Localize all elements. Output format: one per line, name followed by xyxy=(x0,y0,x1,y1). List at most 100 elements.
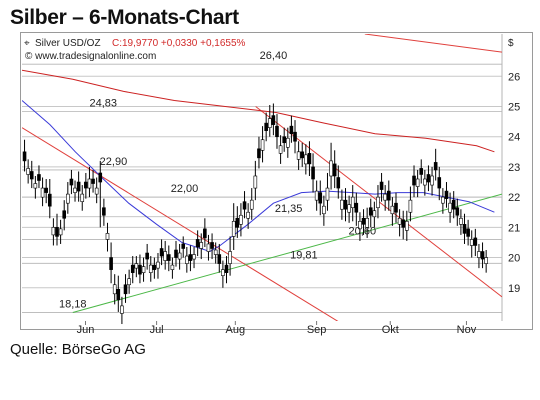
candle-body xyxy=(433,162,438,171)
candle-body xyxy=(480,251,485,260)
candle xyxy=(278,135,283,164)
candle-body xyxy=(318,192,323,204)
candle xyxy=(235,206,240,238)
candle-body xyxy=(289,125,294,134)
candle-body xyxy=(415,178,420,187)
candle-body xyxy=(350,196,355,209)
candle xyxy=(33,175,38,199)
quote-label: C:19,9770 +0,0330 +0,1655% xyxy=(112,38,246,49)
candle-body xyxy=(275,125,279,138)
candle-body xyxy=(199,242,204,249)
candle-body xyxy=(437,177,442,189)
candle-body xyxy=(47,193,52,207)
trendline-support xyxy=(72,193,502,314)
instrument-label: Silver USD/OZ xyxy=(35,38,101,49)
candle xyxy=(304,144,308,175)
candle xyxy=(448,192,452,223)
candle xyxy=(322,195,326,226)
candle-body xyxy=(477,251,481,258)
candle xyxy=(325,172,330,211)
candle-body xyxy=(224,264,229,273)
candle xyxy=(354,192,359,226)
candle xyxy=(394,192,398,223)
y-tick-label: 24 xyxy=(508,132,520,144)
candle xyxy=(195,230,200,257)
candle xyxy=(134,256,139,278)
candle-body xyxy=(130,264,135,273)
candle-body xyxy=(105,233,110,240)
candle-body xyxy=(26,168,30,175)
candle-body xyxy=(166,254,171,261)
website-label: © www.tradesignalonline.com xyxy=(25,51,156,62)
candle-body xyxy=(430,175,434,186)
candle-body xyxy=(62,210,67,219)
candle xyxy=(29,160,34,189)
candle-body xyxy=(156,261,160,269)
candle-body xyxy=(127,278,131,286)
level-label: 21,35 xyxy=(275,203,303,215)
candle-body xyxy=(159,248,164,257)
candle-body xyxy=(329,160,333,177)
candle-body xyxy=(340,199,344,210)
candle xyxy=(156,253,160,279)
candle xyxy=(62,200,67,231)
candle xyxy=(433,148,438,181)
candle xyxy=(350,185,355,222)
axis-layer: 19 20 21 22 23 24 25 26 Jun Jul Aug Sep Okt Nov xyxy=(77,71,521,336)
candle xyxy=(91,169,95,193)
candle-body xyxy=(141,266,146,273)
candle-body xyxy=(185,255,189,264)
moving-average-layer xyxy=(22,69,495,253)
candle-body xyxy=(372,210,377,218)
grid-layer xyxy=(22,34,503,325)
candle-body xyxy=(231,221,236,237)
level-label: 18,18 xyxy=(59,299,87,311)
candle xyxy=(102,198,106,226)
candle xyxy=(408,186,413,222)
candle-body xyxy=(94,187,99,195)
candle xyxy=(314,180,319,211)
candle-body xyxy=(466,228,470,237)
candle xyxy=(66,182,70,214)
candle-body xyxy=(177,252,182,260)
candle xyxy=(423,169,427,196)
candle-body xyxy=(98,172,103,183)
label-layer: 26,40 24,83 22,90 22,00 21,35 20,60 19,81 18,18 xyxy=(59,50,376,310)
candle xyxy=(40,177,45,207)
candle xyxy=(405,210,409,241)
candle xyxy=(300,142,305,167)
candle xyxy=(213,242,218,264)
candle-body xyxy=(55,227,59,237)
candle xyxy=(441,188,445,214)
candle-body xyxy=(441,196,445,204)
candle xyxy=(177,243,182,270)
candle xyxy=(289,115,294,143)
candle xyxy=(109,242,113,284)
candle xyxy=(51,218,56,246)
candle-body xyxy=(455,207,460,216)
y-tick-label: 20 xyxy=(508,253,520,265)
candle xyxy=(69,169,74,195)
candle-body xyxy=(195,239,200,248)
candle-body xyxy=(87,178,92,189)
candle xyxy=(94,177,99,204)
candle xyxy=(480,242,485,269)
candle xyxy=(199,233,204,260)
candle xyxy=(437,166,442,201)
moving-average-blue xyxy=(22,100,495,253)
candle xyxy=(174,240,178,267)
candle-body xyxy=(163,251,167,261)
candle-body xyxy=(170,264,175,270)
candle-body xyxy=(73,187,77,193)
candle-body xyxy=(33,183,38,189)
candle-body xyxy=(235,217,240,228)
candle xyxy=(264,112,268,142)
candle xyxy=(123,274,128,303)
candle xyxy=(145,243,149,270)
candle-body xyxy=(84,181,88,189)
candle-body xyxy=(347,204,351,213)
candle xyxy=(26,159,30,184)
candle xyxy=(76,171,81,202)
candle xyxy=(224,256,229,284)
y-tick-label: 25 xyxy=(508,102,520,114)
